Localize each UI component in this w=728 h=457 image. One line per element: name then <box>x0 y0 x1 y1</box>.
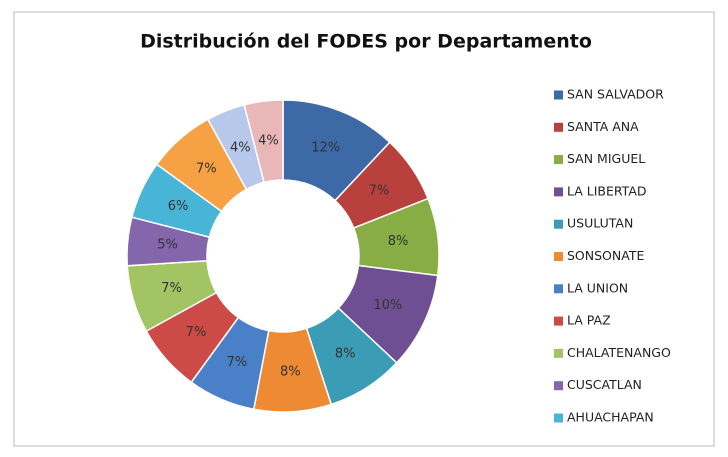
data-label: 12% <box>311 141 340 156</box>
legend-swatch <box>554 219 563 229</box>
legend-swatch <box>554 413 563 423</box>
legend-swatch <box>554 252 563 261</box>
legend-swatch <box>554 122 563 132</box>
data-label: 10% <box>374 298 403 313</box>
legend-swatch <box>554 155 563 165</box>
data-label: 7% <box>186 325 207 340</box>
data-label: 6% <box>168 199 189 214</box>
data-label: 7% <box>369 183 390 198</box>
data-label: 5% <box>157 238 178 253</box>
legend-label: AHUACHAPAN <box>567 410 654 425</box>
legend-swatch <box>554 316 563 326</box>
donut-segment <box>243 99 284 184</box>
data-label: 7% <box>227 355 248 370</box>
legend-label: USULUTAN <box>567 216 633 231</box>
legend-label: SAN MIGUEL <box>567 151 645 166</box>
legend-swatch <box>554 90 563 100</box>
data-label: 7% <box>161 281 182 296</box>
legend-swatch <box>554 187 563 197</box>
legend-label: CHALATENANGO <box>567 345 671 360</box>
data-label: 4% <box>230 141 251 156</box>
legend-label: LA PAZ <box>567 313 611 328</box>
legend-swatch <box>554 381 563 391</box>
legend-label: SONSONATE <box>567 248 644 263</box>
legend-label: SANTA ANA <box>567 119 639 134</box>
data-label: 8% <box>280 364 301 379</box>
data-label: 8% <box>388 234 409 249</box>
legend-label: SAN SALVADOR <box>567 87 664 102</box>
data-label: 7% <box>196 161 217 176</box>
legend-label: LA UNION <box>567 280 628 295</box>
legend-label: CUSCATLAN <box>567 377 642 392</box>
data-label: 8% <box>335 346 356 361</box>
data-label: 4% <box>258 133 279 148</box>
legend-label: LA LIBERTAD <box>567 183 647 198</box>
legend-swatch <box>554 348 563 358</box>
chart-title: Distribución del FODES por Departamento <box>140 31 592 53</box>
legend-swatch <box>554 284 563 294</box>
